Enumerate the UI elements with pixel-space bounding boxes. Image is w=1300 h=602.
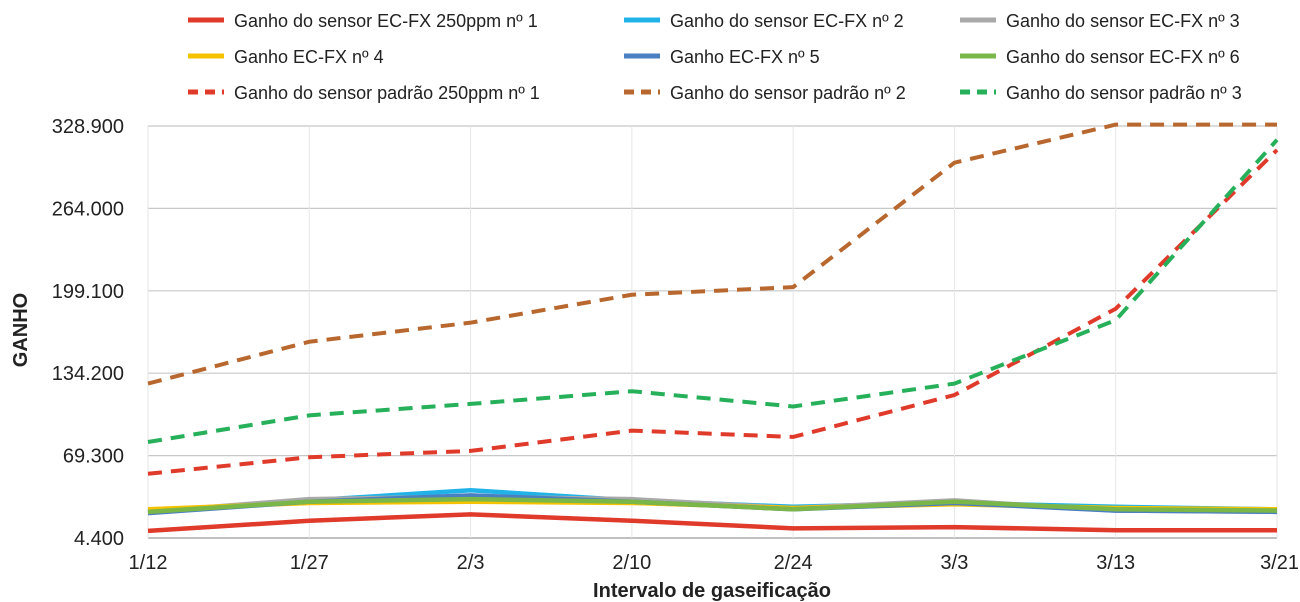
legend-label: Ganho do sensor padrão 250ppm nº 1 [234,83,540,103]
legend-item: Ganho do sensor padrão nº 3 [960,83,1242,103]
y-axis-ticks: 4.400 69.300 134.200 199.100 264.000 328.900 [52,116,124,550]
legend-item: Ganho do sensor padrão nº 2 [624,83,906,103]
legend-label: Ganho do sensor EC-FX 250ppm nº 1 [234,11,538,31]
series-line-1 [147,512,1277,534]
legend-label: Ganho do sensor padrão nº 3 [1006,83,1242,103]
y-tick-label: 264.000 [52,198,124,220]
legend: Ganho do sensor EC-FX 250ppm nº 1 Ganho d… [188,11,1242,103]
legend-label: Ganho do sensor EC-FX nº 3 [1006,11,1240,31]
x-tick-label: 3/13 [1096,552,1135,574]
legend-item: Ganho do sensor EC-FX nº 2 [624,11,904,31]
series-line-6 [147,496,1278,515]
legend-item: Ganho do sensor EC-FX 250ppm nº 1 [188,11,538,31]
y-axis-title: GANHO [10,293,32,367]
legend-label: Ganho do sensor EC-FX nº 6 [1006,47,1240,67]
x-axis-ticks: 1/12 1/27 2/3 2/10 2/24 3/3 3/13 3/21 [129,552,1299,574]
y-tick-label: 134.200 [52,363,124,385]
legend-item: Ganho do sensor padrão 250ppm nº 1 [188,83,540,103]
y-tick-label: 69.300 [63,446,124,468]
series-lines [147,122,1279,534]
y-tick-label: 199.100 [52,281,124,303]
y-tick-label: 328.900 [52,116,124,138]
x-tick-label: 3/21 [1260,552,1299,574]
legend-label: Ganho EC-FX nº 4 [234,47,384,67]
legend-label: Ganho do sensor padrão nº 2 [670,83,906,103]
gridlines [147,125,1278,539]
series-line-9 [147,138,1279,444]
legend-label: Ganho do sensor EC-FX nº 2 [670,11,904,31]
x-tick-label: 2/3 [457,552,485,574]
x-tick-label: 1/12 [129,552,168,574]
y-tick-label: 4.400 [74,528,124,550]
x-tick-label: 2/24 [774,552,813,574]
legend-label: Ganho EC-FX nº 5 [670,47,820,67]
legend-item: Ganho do sensor EC-FX nº 6 [960,47,1240,67]
legend-item: Ganho EC-FX nº 5 [624,47,820,67]
x-tick-label: 1/27 [290,552,329,574]
x-tick-label: 2/10 [612,552,651,574]
x-axis-title: Intervalo de gaseificação [593,580,831,602]
series-line-7 [147,148,1279,476]
series-line-8 [147,122,1277,386]
x-tick-label: 3/3 [941,552,969,574]
legend-item: Ganho EC-FX nº 4 [188,47,384,67]
legend-item: Ganho do sensor EC-FX nº 3 [960,11,1240,31]
